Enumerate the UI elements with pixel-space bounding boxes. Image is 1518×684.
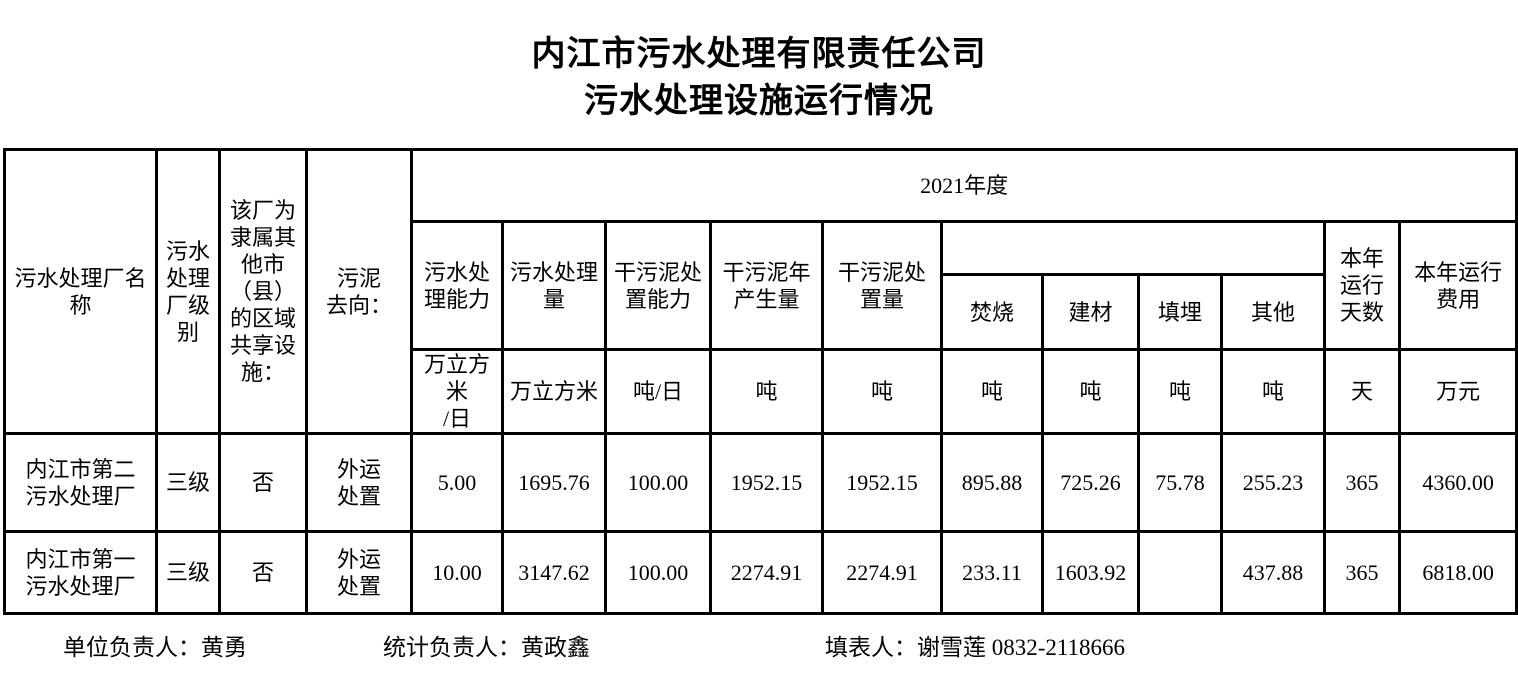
unit-treatment-volume: 万立方米 [501,348,607,435]
plant-level-cell: 三级 [155,432,221,533]
header-year-2021: 2021年度 [409,148,1518,223]
unit-other: 吨 [1220,348,1326,435]
operation-status-table: 污水处理厂名称 污水处理厂级别 该厂为隶属其他市（县）的区域共享设施： 污泥 去… [3,148,1518,615]
value-cell: 6818.00 [1397,530,1518,615]
value-cell: 75.78 [1137,432,1223,533]
plant-name-cell: 内江市第二 污水处理厂 [3,432,158,533]
page-title-line2: 污水处理设施运行情况 [584,83,934,120]
unit-building-materials: 吨 [1041,348,1140,435]
header-plant-level: 污水处理厂级别 [155,148,221,435]
unit-operating-cost: 万元 [1397,348,1518,435]
unit-dry-sludge-disposal-capacity: 吨/日 [604,348,712,435]
value-cell: 1603.92 [1041,530,1140,615]
value-cell: 233.11 [940,530,1044,615]
value-cell: 725.26 [1041,432,1140,533]
header-incineration: 焚烧 [940,273,1044,351]
header-operating-cost: 本年运行 费用 [1397,220,1518,351]
header-shared-facility: 该厂为隶属其他市（县）的区域共享设施： [218,148,308,435]
value-cell: 365 [1323,432,1401,533]
header-plant-name: 污水处理厂名称 [3,148,158,435]
header-other: 其他 [1220,273,1326,351]
unit-incineration: 吨 [940,348,1044,435]
header-dry-sludge-annual-output: 干污泥年产生量 [709,220,824,351]
value-cell: 4360.00 [1397,432,1518,533]
shared-facility-cell: 否 [218,530,308,615]
footer-preparer: 填表人：谢雪莲 0832-2118666 [825,635,1126,660]
table-row: 内江市第二 污水处理厂 三级 否 外运 处置 5.00 1695.76 100.… [3,432,1518,533]
unit-dry-sludge-annual-output: 吨 [709,348,824,435]
header-landfill: 填埋 [1137,273,1223,351]
value-cell: 1695.76 [501,432,607,533]
header-operating-days: 本年 运行 天数 [1323,220,1401,351]
footer-statistics-manager: 统计负责人：黄政鑫 [383,635,590,660]
value-cell: 3147.62 [501,530,607,615]
value-cell: 2274.91 [821,530,943,615]
plant-name-cell: 内江市第一 污水处理厂 [3,530,158,615]
header-disposal-methods-spacer [940,220,1326,276]
value-cell: 1952.15 [709,432,824,533]
value-cell: 100.00 [604,432,712,533]
value-cell: 255.23 [1220,432,1326,533]
value-cell: 365 [1323,530,1401,615]
unit-landfill: 吨 [1137,348,1223,435]
page-title: 内江市污水处理有限责任公司 污水处理设施运行情况 [0,31,1518,125]
unit-treatment-capacity: 万立方米 /日 [410,348,504,435]
header-treatment-capacity: 污水处理能力 [410,220,504,351]
header-dry-sludge-disposal-volume: 干污泥处 置量 [821,220,943,351]
value-cell: 1952.15 [821,432,943,533]
unit-operating-days: 天 [1323,348,1401,435]
footer-unit-manager: 单位负责人：黄勇 [63,635,247,660]
header-sludge-destination: 污泥 去向： [305,148,413,435]
value-cell: 437.88 [1220,530,1326,615]
value-cell: 5.00 [410,432,504,533]
value-cell: 100.00 [604,530,712,615]
value-cell: 10.00 [410,530,504,615]
header-treatment-volume: 污水处理量 [501,220,607,351]
shared-facility-cell: 否 [218,432,308,533]
table-row: 内江市第一 污水处理厂 三级 否 外运 处置 10.00 3147.62 100… [3,530,1518,615]
value-cell: 895.88 [940,432,1044,533]
sludge-destination-cell: 外运 处置 [305,530,413,615]
value-cell [1137,530,1223,615]
value-cell: 2274.91 [709,530,824,615]
header-building-materials: 建材 [1041,273,1140,351]
unit-dry-sludge-disposal-volume: 吨 [821,348,943,435]
page-title-line1: 内江市污水处理有限责任公司 [531,36,987,73]
header-dry-sludge-disposal-capacity: 干污泥处置能力 [604,220,712,351]
sludge-destination-cell: 外运 处置 [305,432,413,533]
plant-level-cell: 三级 [155,530,221,615]
